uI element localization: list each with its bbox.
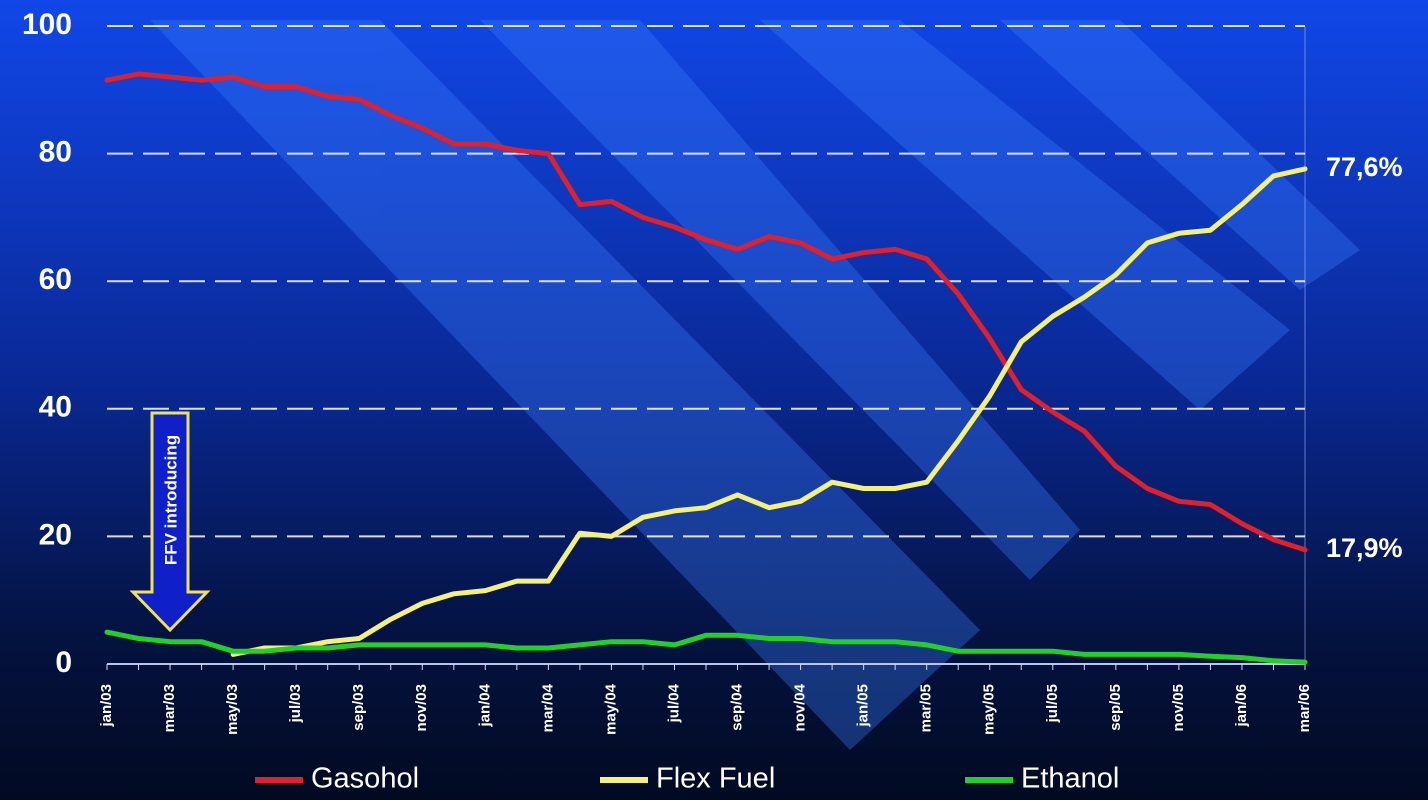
x-tick-label: nov/05 (1170, 684, 1187, 732)
x-tick-label: jul/05 (1044, 684, 1061, 723)
x-tick-label: may/05 (981, 684, 998, 735)
x-tick-label: may/03 (224, 684, 241, 735)
x-tick-label: jul/04 (665, 683, 682, 723)
legend-label: Flex Fuel (656, 763, 775, 795)
annotation: FFV introducing (161, 435, 180, 565)
series-line (230, 166, 1308, 657)
x-tick-label: mar/05 (918, 684, 935, 732)
plot: 17,9% 77,6% (104, 71, 1403, 665)
data-label: 77,6% (1326, 152, 1403, 182)
y-tick-label: 0 (55, 646, 72, 679)
series-line (104, 629, 1308, 665)
x-tick-label: may/04 (602, 683, 619, 735)
x-tick-label: sep/05 (1107, 684, 1124, 731)
grid: 0 20 40 60 80 100 jan/03 mar/03 may/03 jul/03 sep/… (22, 8, 1313, 735)
x-tick-label: jan/04 (476, 683, 493, 727)
legend-label: Ethanol (1021, 763, 1119, 795)
x-tick-label: nov/03 (413, 684, 430, 732)
x-tick-label: jan/06 (1233, 684, 1250, 728)
x-tick-label: mar/04 (539, 683, 556, 732)
legend: Gasohol Flex Fuel Ethanol (255, 763, 1119, 795)
legend-label: Gasohol (311, 763, 419, 795)
series-line (104, 71, 1308, 553)
y-tick-label: 20 (39, 518, 72, 551)
decoration (150, 20, 1360, 750)
x-tick-label: mar/06 (1296, 684, 1313, 732)
data-label: 17,9% (1326, 533, 1403, 563)
y-tick-label: 80 (39, 136, 72, 169)
x-tick-label: jan/03 (98, 684, 115, 728)
arrow (129, 411, 211, 633)
x-tick-label: sep/03 (350, 684, 367, 731)
x-tick-label: mar/03 (161, 684, 178, 732)
y-tick-label: 40 (39, 391, 72, 424)
x-tick-label: sep/04 (728, 683, 745, 730)
x-tick-label: jul/03 (287, 684, 304, 723)
x-tick-label: jan/05 (855, 684, 872, 728)
x-tick-label: nov/04 (792, 683, 809, 731)
y-tick-label: 100 (22, 8, 72, 41)
annotation-arrow: FFV introducing (129, 411, 211, 633)
y-tick-label: 60 (39, 263, 72, 296)
